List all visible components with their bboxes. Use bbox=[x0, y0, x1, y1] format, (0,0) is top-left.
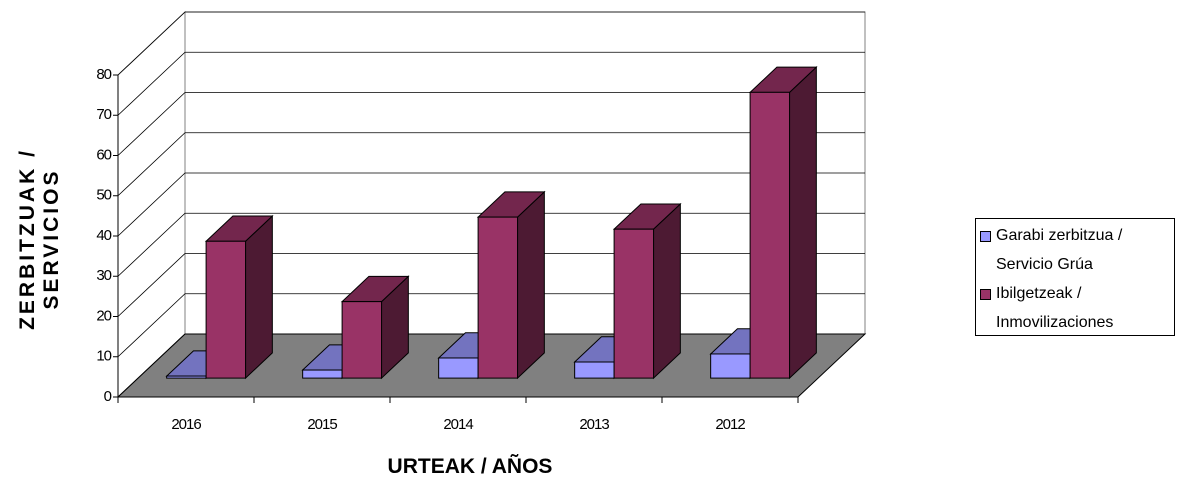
bar-side bbox=[517, 190, 545, 380]
grid-line bbox=[117, 172, 865, 237]
bar bbox=[710, 353, 751, 379]
bar bbox=[477, 216, 519, 379]
bar bbox=[438, 357, 479, 379]
y-tick-label: 0 bbox=[104, 388, 112, 405]
y-axis-title: ZERBITZUAK / SERVICIOS bbox=[16, 148, 63, 330]
bar-side bbox=[245, 214, 273, 380]
legend-marker bbox=[980, 289, 991, 300]
x-tick-label: 2014 bbox=[443, 416, 473, 433]
grid-line bbox=[117, 132, 865, 197]
y-tick-label: 40 bbox=[96, 227, 111, 244]
x-tick-label: 2016 bbox=[171, 416, 201, 433]
bar bbox=[574, 361, 615, 379]
bar-side bbox=[789, 65, 817, 380]
bar bbox=[749, 91, 791, 379]
x-axis-title: URTEAK / AÑOS bbox=[387, 455, 553, 478]
y-tick-label: 30 bbox=[96, 267, 111, 284]
legend-entry: Garabi zerbitzua / Servicio Grúa bbox=[980, 221, 1170, 279]
bar-side bbox=[653, 202, 681, 380]
bar bbox=[613, 228, 655, 379]
legend-label: Garabi zerbitzua / Servicio Grúa bbox=[996, 227, 1123, 273]
grid-line bbox=[117, 11, 865, 76]
y-tick-label: 50 bbox=[96, 187, 111, 204]
bar bbox=[341, 301, 383, 379]
x-tick-label: 2015 bbox=[307, 416, 337, 433]
bar bbox=[166, 375, 207, 379]
y-tick-label: 20 bbox=[96, 307, 111, 324]
y-tick-label: 10 bbox=[96, 348, 111, 365]
legend-label: Ibilgetzeak / Inmovilizaciones bbox=[996, 285, 1114, 331]
y-tick-label: 60 bbox=[96, 146, 111, 163]
grid-line bbox=[117, 51, 865, 116]
legend: Garabi zerbitzua / Servicio Grúa Ibilgetz… bbox=[975, 218, 1175, 336]
y-tick-label: 80 bbox=[96, 66, 111, 83]
y-tick-label: 70 bbox=[96, 106, 111, 123]
grid-line bbox=[117, 92, 865, 156]
x-tick-label: 2013 bbox=[579, 416, 609, 433]
legend-entry: Ibilgetzeak / Inmovilizaciones bbox=[980, 279, 1170, 337]
bar bbox=[205, 240, 247, 379]
bar bbox=[302, 369, 343, 379]
x-tick-label: 2012 bbox=[715, 416, 745, 433]
legend-marker bbox=[980, 231, 991, 242]
